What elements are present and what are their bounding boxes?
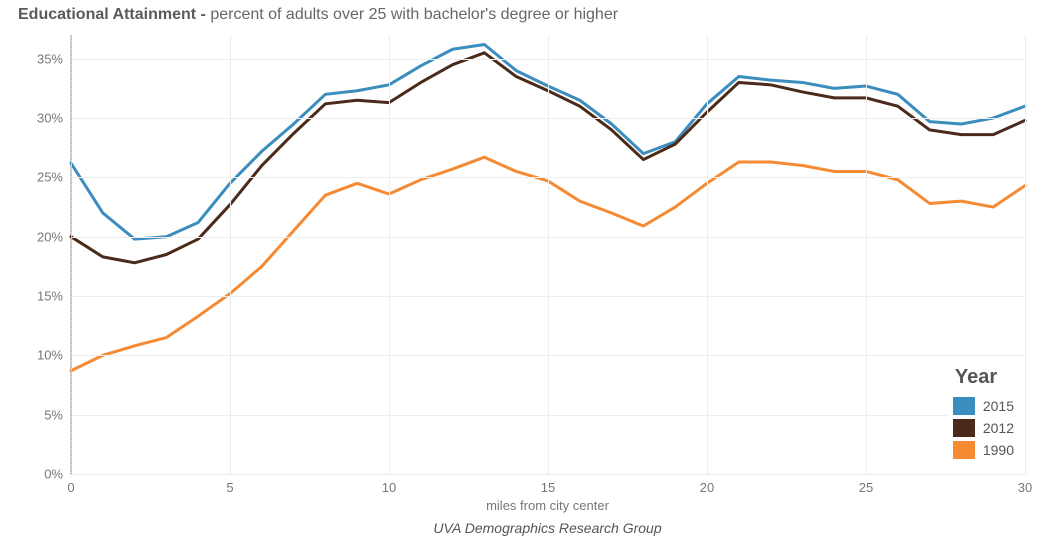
- legend-label: 2015: [983, 395, 1014, 417]
- vgrid-line: [389, 35, 390, 474]
- y-tick-label: 10%: [37, 348, 63, 363]
- x-tick-label: 10: [382, 480, 396, 495]
- plot-area: 0%5%10%15%20%25%30%35%051015202530: [70, 35, 1025, 475]
- chart-title: Educational Attainment - percent of adul…: [18, 6, 618, 24]
- vgrid-line: [866, 35, 867, 474]
- chart-container: Educational Attainment - percent of adul…: [0, 0, 1044, 547]
- y-tick-label: 30%: [37, 111, 63, 126]
- y-tick-label: 35%: [37, 51, 63, 66]
- vgrid-line: [707, 35, 708, 474]
- x-axis-label: miles from city center: [70, 498, 1025, 513]
- legend-item: 2012: [953, 417, 1014, 439]
- y-tick-label: 0%: [44, 467, 63, 482]
- x-tick-label: 25: [859, 480, 873, 495]
- chart-title-sub: percent of adults over 25 with bachelor'…: [210, 6, 618, 23]
- vgrid-line: [548, 35, 549, 474]
- legend-swatch: [953, 441, 975, 459]
- legend-label: 2012: [983, 417, 1014, 439]
- vgrid-line: [1025, 35, 1026, 474]
- legend-title: Year: [955, 366, 1014, 389]
- legend-swatch: [953, 419, 975, 437]
- legend-items: 201520121990: [953, 395, 1014, 461]
- legend-item: 2015: [953, 395, 1014, 417]
- legend-swatch: [953, 397, 975, 415]
- x-tick-label: 0: [67, 480, 74, 495]
- vgrid-line: [230, 35, 231, 474]
- vertical-rule: [71, 35, 72, 474]
- legend-item: 1990: [953, 439, 1014, 461]
- y-tick-label: 5%: [44, 407, 63, 422]
- y-tick-label: 25%: [37, 170, 63, 185]
- y-tick-label: 20%: [37, 229, 63, 244]
- x-tick-label: 30: [1018, 480, 1032, 495]
- legend-label: 1990: [983, 439, 1014, 461]
- chart-title-bold: Educational Attainment -: [18, 6, 210, 23]
- x-tick-label: 5: [226, 480, 233, 495]
- legend: Year 201520121990: [947, 362, 1024, 467]
- x-tick-label: 20: [700, 480, 714, 495]
- attribution: UVA Demographics Research Group: [70, 520, 1025, 536]
- hgrid-line: [71, 474, 1025, 475]
- x-tick-label: 15: [541, 480, 555, 495]
- y-tick-label: 15%: [37, 289, 63, 304]
